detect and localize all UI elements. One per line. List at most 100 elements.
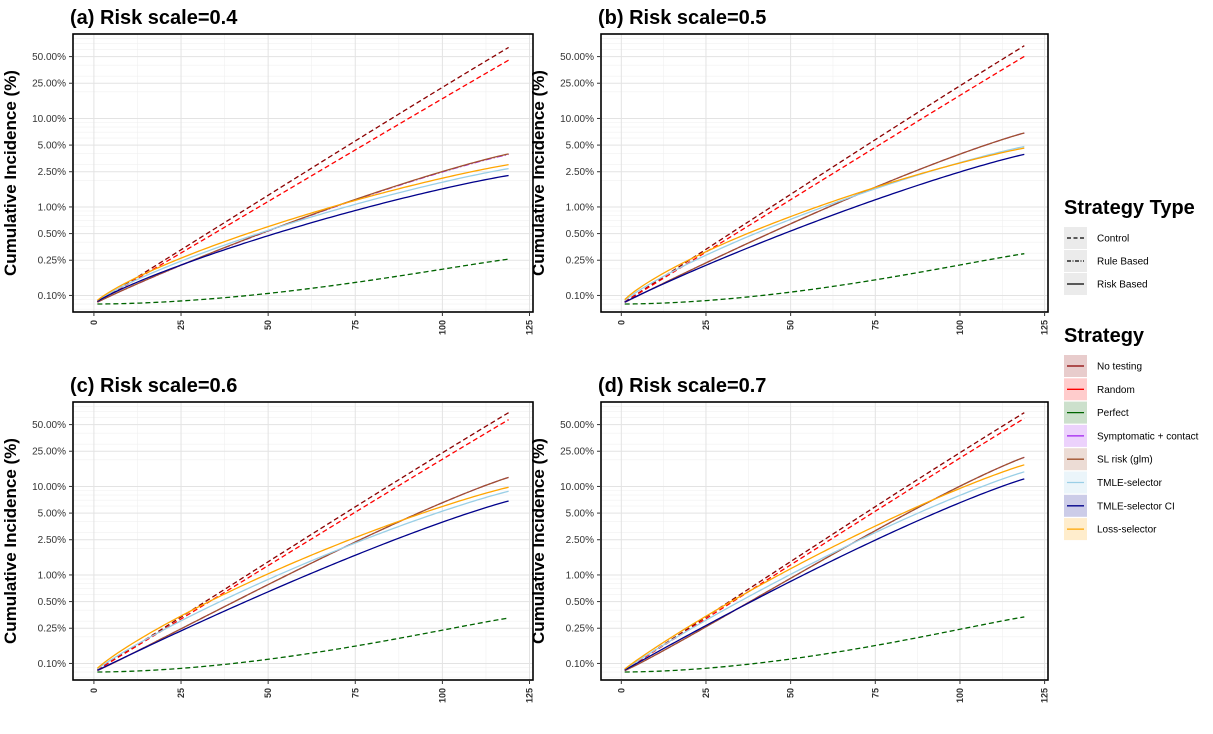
x-tick-label: 50 <box>263 688 273 698</box>
y-tick-label: 1.00% <box>566 202 594 213</box>
series-line-no-testing <box>624 412 1025 671</box>
y-tick-label: 10.00% <box>32 482 66 493</box>
y-tick-label: 0.50% <box>566 229 594 240</box>
y-tick-label: 50.00% <box>32 52 66 63</box>
series-line-no-testing <box>624 45 1025 303</box>
y-tick-label: 0.25% <box>38 256 66 267</box>
series-line-perfect <box>624 253 1025 305</box>
y-tick-label: 0.10% <box>38 659 66 670</box>
x-tick-label: 50 <box>786 320 796 330</box>
y-tick-label: 5.00% <box>38 141 66 152</box>
series-line-no-testing <box>97 46 509 303</box>
y-tick-label: 10.00% <box>32 114 66 125</box>
legend-label: Control <box>1097 234 1129 245</box>
y-tick-label: 5.00% <box>38 509 66 520</box>
x-tick-label: 0 <box>89 688 99 693</box>
y-tick-label: 50.00% <box>560 420 594 431</box>
series-line-tmle-selector <box>624 471 1025 671</box>
y-tick-label: 50.00% <box>32 420 66 431</box>
series-line-loss-selector <box>624 147 1025 301</box>
series-line-sl-risk-glm- <box>97 476 509 672</box>
x-tick-label: 125 <box>525 688 535 703</box>
x-tick-label: 100 <box>437 320 447 335</box>
legend-label: No testing <box>1097 362 1142 373</box>
legend-item-strategy: SL risk (glm) <box>1064 448 1153 471</box>
x-tick-label: 50 <box>263 320 273 330</box>
y-tick-label: 1.00% <box>38 570 66 581</box>
legend-item-strategy: TMLE-selector CI <box>1064 494 1175 517</box>
panel-title: (b) Risk scale=0.5 <box>598 7 766 29</box>
y-tick-label: 0.25% <box>566 624 594 635</box>
x-tick-label: 75 <box>870 688 880 698</box>
x-tick-label: 75 <box>350 320 360 330</box>
x-tick-label: 75 <box>350 688 360 698</box>
series-line-tmle-selector-ci <box>624 478 1025 671</box>
panel-4: 0.10% 0.25% 0.50% 1.00% 2.50% 5.00% 10.00% 25.0… <box>529 375 1050 703</box>
panels: 0.10% 0.25% 0.50% 1.00% 2.50% 5.00% 10.00% 25.0… <box>1 7 1050 703</box>
y-tick-label: 1.00% <box>38 202 66 213</box>
panel-title: (a) Risk scale=0.4 <box>70 7 238 29</box>
legend-label: Loss-selector <box>1097 525 1157 536</box>
x-tick-label: 25 <box>701 320 711 330</box>
x-tick-label: 75 <box>870 320 880 330</box>
legend-label: Risk Based <box>1097 280 1148 291</box>
x-tick-label: 100 <box>955 688 965 703</box>
series-line-tmle-selector-ci <box>624 153 1025 303</box>
series-line-random <box>624 55 1025 303</box>
y-tick-label: 5.00% <box>566 141 594 152</box>
series-line-perfect <box>624 616 1025 673</box>
panel-frame <box>72 401 534 681</box>
y-tick-label: 25.00% <box>560 447 594 458</box>
series-line-sl-risk-glm- <box>624 132 1025 303</box>
panel-frame <box>600 401 1049 681</box>
legend-item-strategy: Perfect <box>1064 401 1129 424</box>
series-line-no-testing <box>97 412 509 671</box>
series-line-tmle-selector-ci <box>97 174 509 302</box>
y-tick-label: 2.50% <box>38 167 66 178</box>
legend-item-strategy: Symptomatic + contact <box>1064 424 1199 447</box>
y-tick-label: 25.00% <box>32 447 66 458</box>
y-tick-label: 0.50% <box>38 597 66 608</box>
y-tick-label: 5.00% <box>566 509 594 520</box>
x-tick-label: 50 <box>786 688 796 698</box>
panel-3: 0.10% 0.25% 0.50% 1.00% 2.50% 5.00% 10.00% 25.0… <box>1 375 535 703</box>
legend-title-strategy: Strategy <box>1064 325 1145 347</box>
panel-frame <box>600 33 1049 313</box>
x-tick-label: 0 <box>89 320 99 325</box>
y-tick-label: 0.10% <box>566 659 594 670</box>
y-tick-label: 0.50% <box>566 597 594 608</box>
y-axis-label: Cumulative Incidence (%) <box>1 438 20 644</box>
legend-item-strategy: No testing <box>1064 355 1142 377</box>
legend-item-type: Control <box>1064 227 1129 249</box>
legend: Strategy Type Control Rule Based Risk Based… <box>1064 197 1199 541</box>
y-tick-label: 25.00% <box>32 79 66 90</box>
series-line-loss-selector <box>96 163 509 301</box>
series-line-sl-risk-glm- <box>624 456 1025 672</box>
legend-label: Rule Based <box>1097 257 1149 268</box>
legend-label: TMLE-selector <box>1097 478 1163 489</box>
legend-label: Perfect <box>1097 408 1129 419</box>
y-tick-label: 1.00% <box>566 570 594 581</box>
x-tick-label: 125 <box>1040 688 1050 703</box>
y-tick-label: 0.50% <box>38 229 66 240</box>
x-tick-label: 25 <box>701 688 711 698</box>
legend-label: TMLE-selector CI <box>1097 501 1175 512</box>
y-tick-label: 0.10% <box>38 291 66 302</box>
legend-item-type: Risk Based <box>1064 273 1148 295</box>
series-line-sl-risk-glm- <box>97 153 509 303</box>
x-tick-label: 100 <box>437 688 447 703</box>
legend-label: Random <box>1097 385 1135 396</box>
legend-item-strategy: Loss-selector <box>1064 518 1157 541</box>
series-line-loss-selector <box>624 464 1025 670</box>
y-axis-label: Cumulative Incidence (%) <box>1 70 20 276</box>
y-tick-label: 50.00% <box>560 52 594 63</box>
panel-title: (c) Risk scale=0.6 <box>70 375 237 397</box>
y-axis-label: Cumulative Incidence (%) <box>529 70 548 276</box>
x-tick-label: 25 <box>176 688 186 698</box>
y-tick-label: 0.25% <box>38 624 66 635</box>
y-tick-label: 10.00% <box>560 482 594 493</box>
x-tick-label: 25 <box>176 320 186 330</box>
x-tick-label: 0 <box>616 688 626 693</box>
panel-1: 0.10% 0.25% 0.50% 1.00% 2.50% 5.00% 10.00% 25.0… <box>1 7 535 335</box>
